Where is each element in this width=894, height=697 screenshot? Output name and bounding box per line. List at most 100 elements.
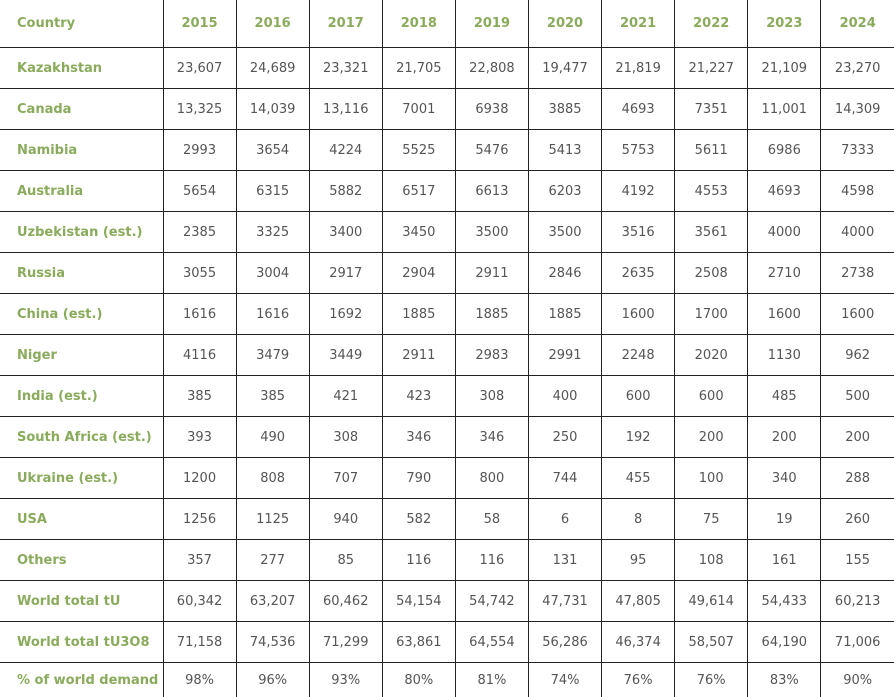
country-cell: Uzbekistan (est.)	[0, 212, 163, 253]
value-cell: 707	[309, 458, 382, 499]
value-cell: 5525	[382, 130, 455, 171]
value-cell: 74%	[528, 663, 601, 697]
value-cell: 2846	[528, 253, 601, 294]
value-cell: 3450	[382, 212, 455, 253]
value-cell: 22,808	[455, 48, 528, 89]
value-cell: 76%	[602, 663, 675, 697]
value-cell: 582	[382, 499, 455, 540]
value-cell: 3400	[309, 212, 382, 253]
value-cell: 155	[821, 540, 894, 581]
value-cell: 2248	[602, 335, 675, 376]
value-cell: 346	[382, 417, 455, 458]
value-cell: 3654	[236, 130, 309, 171]
header-cell: 2015	[163, 0, 236, 48]
value-cell: 288	[821, 458, 894, 499]
value-cell: 23,607	[163, 48, 236, 89]
value-cell: 5882	[309, 171, 382, 212]
value-cell: 14,039	[236, 89, 309, 130]
value-cell: 2911	[382, 335, 455, 376]
value-cell: 95	[602, 540, 675, 581]
value-cell: 1600	[821, 294, 894, 335]
value-cell: 1692	[309, 294, 382, 335]
country-cell: China (est.)	[0, 294, 163, 335]
value-cell: 2904	[382, 253, 455, 294]
value-cell: 49,614	[675, 581, 748, 622]
value-cell: 14,309	[821, 89, 894, 130]
value-cell: 64,554	[455, 622, 528, 663]
value-cell: 308	[455, 376, 528, 417]
value-cell: 108	[675, 540, 748, 581]
country-cell: India (est.)	[0, 376, 163, 417]
value-cell: 1200	[163, 458, 236, 499]
value-cell: 4000	[748, 212, 821, 253]
value-cell: 54,742	[455, 581, 528, 622]
value-cell: 21,227	[675, 48, 748, 89]
header-cell: 2022	[675, 0, 748, 48]
value-cell: 340	[748, 458, 821, 499]
header-cell: 2021	[602, 0, 675, 48]
value-cell: 2710	[748, 253, 821, 294]
value-cell: 744	[528, 458, 601, 499]
value-cell: 63,861	[382, 622, 455, 663]
value-cell: 71,006	[821, 622, 894, 663]
value-cell: 60,342	[163, 581, 236, 622]
value-cell: 3516	[602, 212, 675, 253]
value-cell: 962	[821, 335, 894, 376]
value-cell: 7333	[821, 130, 894, 171]
value-cell: 6517	[382, 171, 455, 212]
value-cell: 3500	[528, 212, 601, 253]
value-cell: 1700	[675, 294, 748, 335]
country-cell: Australia	[0, 171, 163, 212]
value-cell: 100	[675, 458, 748, 499]
value-cell: 6986	[748, 130, 821, 171]
value-cell: 3885	[528, 89, 601, 130]
value-cell: 2738	[821, 253, 894, 294]
value-cell: 46,374	[602, 622, 675, 663]
value-cell: 600	[675, 376, 748, 417]
value-cell: 93%	[309, 663, 382, 697]
country-cell: World total tU	[0, 581, 163, 622]
value-cell: 346	[455, 417, 528, 458]
value-cell: 421	[309, 376, 382, 417]
country-cell: % of world demand	[0, 663, 163, 697]
value-cell: 60,213	[821, 581, 894, 622]
value-cell: 250	[528, 417, 601, 458]
value-cell: 485	[748, 376, 821, 417]
value-cell: 5413	[528, 130, 601, 171]
value-cell: 800	[455, 458, 528, 499]
value-cell: 200	[675, 417, 748, 458]
value-cell: 56,286	[528, 622, 601, 663]
value-cell: 490	[236, 417, 309, 458]
value-cell: 3449	[309, 335, 382, 376]
header-cell: 2024	[821, 0, 894, 48]
value-cell: 260	[821, 499, 894, 540]
value-cell: 64,190	[748, 622, 821, 663]
value-cell: 2508	[675, 253, 748, 294]
header-cell: 2018	[382, 0, 455, 48]
value-cell: 161	[748, 540, 821, 581]
value-cell: 4598	[821, 171, 894, 212]
value-cell: 58	[455, 499, 528, 540]
value-cell: 3561	[675, 212, 748, 253]
value-cell: 5753	[602, 130, 675, 171]
page: {"table": { "header": ["Country","2015",…	[0, 0, 894, 682]
value-cell: 74,536	[236, 622, 309, 663]
value-cell: 308	[309, 417, 382, 458]
value-cell: 21,109	[748, 48, 821, 89]
header-cell: 2019	[455, 0, 528, 48]
country-cell: Russia	[0, 253, 163, 294]
value-cell: 13,116	[309, 89, 382, 130]
value-cell: 5611	[675, 130, 748, 171]
value-cell: 7001	[382, 89, 455, 130]
value-cell: 6613	[455, 171, 528, 212]
country-cell: USA	[0, 499, 163, 540]
value-cell: 357	[163, 540, 236, 581]
value-cell: 75	[675, 499, 748, 540]
